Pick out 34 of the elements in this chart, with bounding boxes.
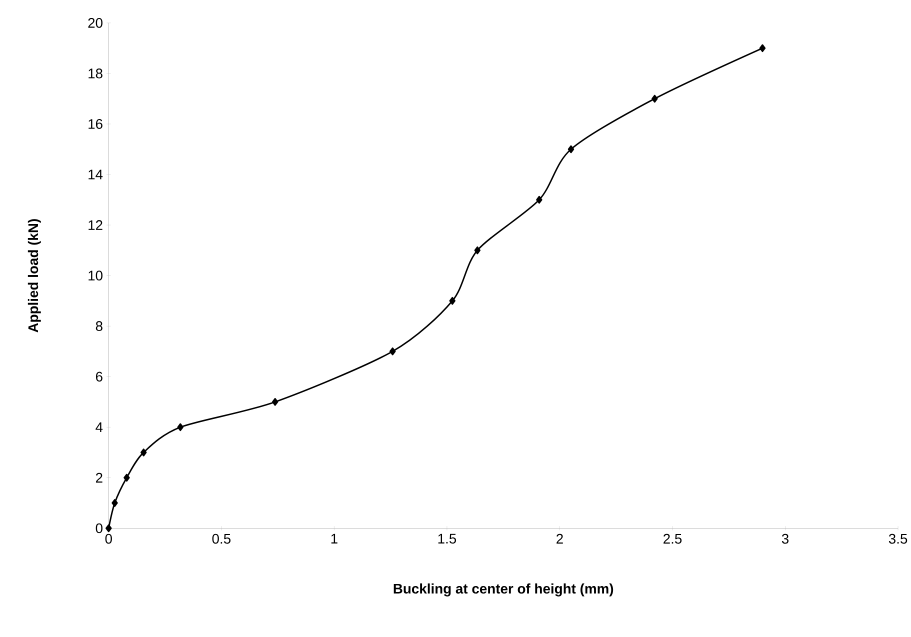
y-axis-title: Applied load (kN)	[28, 219, 41, 332]
point	[124, 474, 130, 482]
y-tick-label: 14	[88, 170, 103, 180]
y-tick-label: 6	[96, 372, 102, 382]
y-tick-label: 2	[96, 472, 102, 483]
point	[389, 348, 396, 356]
y-tick-label: 18	[88, 68, 102, 78]
y-tick-label: 8	[96, 321, 102, 332]
x-tick-label: 2.5	[664, 534, 682, 544]
point	[140, 448, 147, 456]
y-tick-label: 0	[96, 523, 102, 534]
y-tick-label: 4	[96, 422, 103, 432]
point	[177, 423, 184, 432]
point	[474, 246, 481, 254]
y-tick-label: 12	[88, 220, 102, 230]
x-tick-label: 2	[556, 534, 563, 544]
point	[449, 296, 456, 305]
point	[112, 499, 118, 507]
y-tick-label: 16	[88, 119, 102, 129]
point	[272, 398, 278, 406]
x-tick-label: 1	[331, 534, 338, 544]
x-tick-label: 3	[782, 534, 789, 544]
point	[652, 94, 658, 103]
x-tick-label: 0	[105, 534, 112, 544]
point	[759, 44, 766, 52]
y-tick-label: 10	[88, 270, 102, 281]
x-tick-label: 3.5	[888, 534, 908, 544]
point	[536, 196, 542, 204]
x-tick-label: 1.5	[438, 534, 456, 544]
point	[106, 524, 112, 532]
x-axis-title: Buckling at center of height (mm)	[394, 583, 614, 596]
y-tick-label: 20	[88, 18, 102, 28]
point	[568, 145, 574, 154]
x-tick-label: 0.5	[212, 534, 230, 544]
